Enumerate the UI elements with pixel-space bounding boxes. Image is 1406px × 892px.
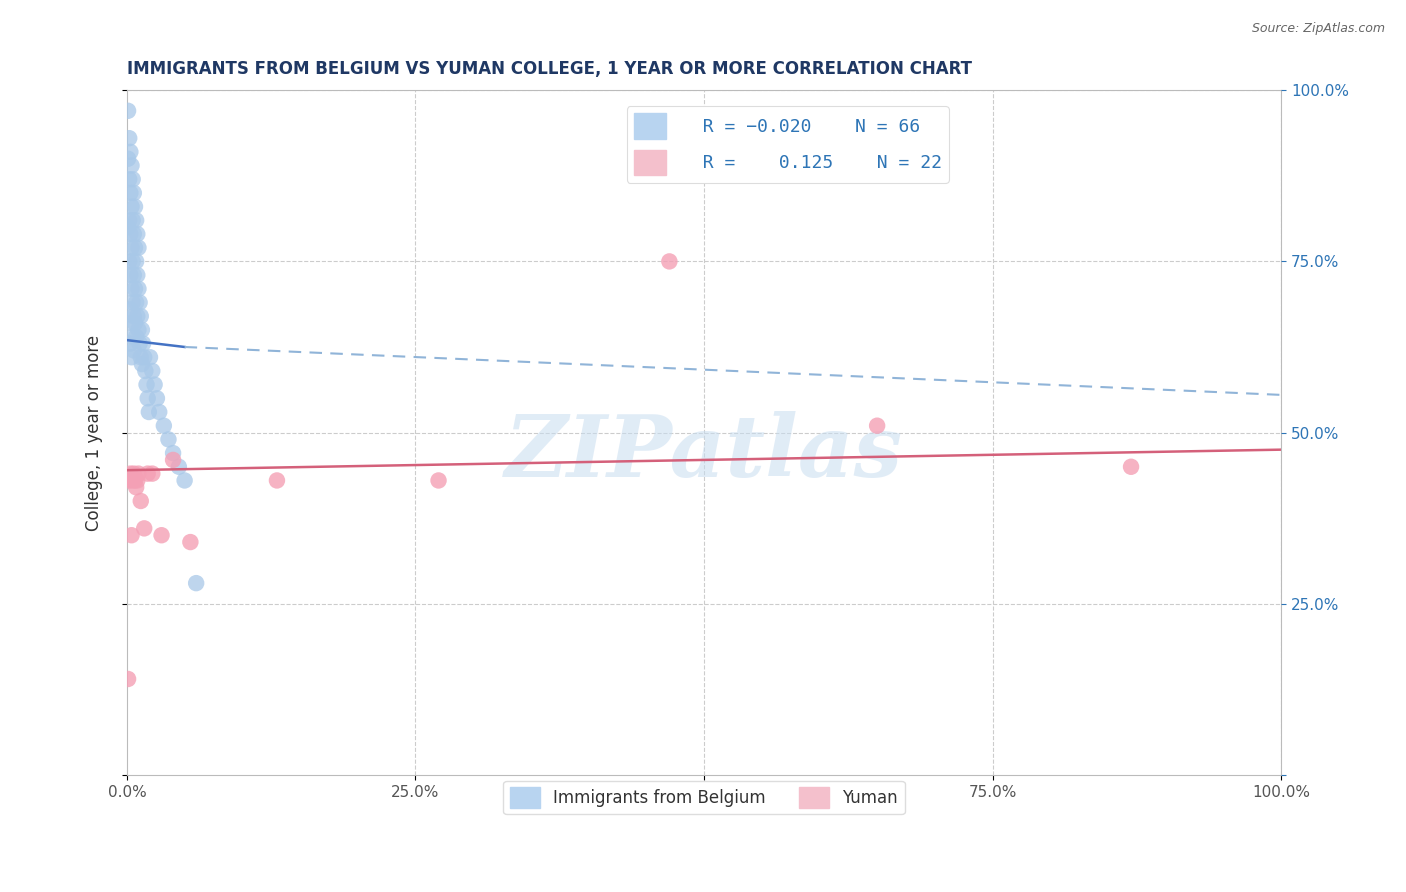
Point <box>134 521 156 535</box>
Point <box>128 336 150 351</box>
Point <box>132 336 155 351</box>
Point <box>122 343 145 358</box>
Point <box>125 295 148 310</box>
Point <box>127 268 149 282</box>
Point <box>124 241 146 255</box>
Point <box>127 467 149 481</box>
Point <box>125 480 148 494</box>
Point <box>121 282 143 296</box>
Point <box>127 323 149 337</box>
Point <box>153 418 176 433</box>
Point <box>121 241 143 255</box>
Point <box>135 377 157 392</box>
Point <box>129 309 152 323</box>
Point <box>127 227 149 241</box>
Point <box>141 364 163 378</box>
Point <box>122 268 145 282</box>
Point <box>122 227 145 241</box>
Point <box>120 145 142 159</box>
Point <box>120 336 142 351</box>
Text: IMMIGRANTS FROM BELGIUM VS YUMAN COLLEGE, 1 YEAR OR MORE CORRELATION CHART: IMMIGRANTS FROM BELGIUM VS YUMAN COLLEGE… <box>127 60 972 78</box>
Point <box>120 302 142 317</box>
Point <box>1119 459 1142 474</box>
Point <box>124 200 146 214</box>
Point <box>121 213 143 227</box>
Point <box>141 467 163 481</box>
Point <box>121 159 143 173</box>
Point <box>173 474 195 488</box>
Point <box>134 350 156 364</box>
Point <box>121 316 143 330</box>
Point <box>117 152 139 166</box>
Point <box>120 268 142 282</box>
Point <box>118 213 141 227</box>
Point <box>134 364 156 378</box>
Point <box>117 103 139 118</box>
Point <box>124 282 146 296</box>
Point <box>136 392 159 406</box>
Point <box>127 282 149 296</box>
Point <box>118 131 141 145</box>
Point <box>186 576 208 591</box>
Point <box>117 220 139 235</box>
Point <box>124 474 146 488</box>
Point <box>143 377 166 392</box>
Point <box>121 254 143 268</box>
Point <box>120 467 142 481</box>
Y-axis label: College, 1 year or more: College, 1 year or more <box>86 334 103 531</box>
Point <box>157 433 180 447</box>
Point <box>129 350 152 364</box>
Point <box>127 474 149 488</box>
Point <box>118 474 141 488</box>
Point <box>131 323 153 337</box>
Point <box>125 213 148 227</box>
Point <box>139 350 162 364</box>
Point <box>266 474 288 488</box>
Point <box>121 295 143 310</box>
Point <box>122 467 145 481</box>
Point <box>117 672 139 686</box>
Point <box>120 186 142 200</box>
Point <box>120 227 142 241</box>
Text: Source: ZipAtlas.com: Source: ZipAtlas.com <box>1251 22 1385 36</box>
Point <box>136 467 159 481</box>
Point <box>121 329 143 343</box>
Text: ZIPatlas: ZIPatlas <box>505 411 903 495</box>
Point <box>122 186 145 200</box>
Point <box>121 528 143 542</box>
Point <box>121 474 143 488</box>
Point <box>138 405 160 419</box>
Point <box>125 254 148 268</box>
Point <box>162 446 184 460</box>
Point <box>124 316 146 330</box>
Point <box>179 535 201 549</box>
Point <box>167 459 190 474</box>
Point <box>128 295 150 310</box>
Point <box>162 453 184 467</box>
Point <box>125 329 148 343</box>
Point <box>658 254 681 268</box>
Point <box>122 309 145 323</box>
Point <box>118 254 141 268</box>
Point <box>127 241 149 255</box>
Point <box>129 494 152 508</box>
Point <box>121 200 143 214</box>
Point <box>127 309 149 323</box>
Point <box>121 172 143 186</box>
Legend: Immigrants from Belgium, Yuman: Immigrants from Belgium, Yuman <box>503 780 905 814</box>
Point <box>121 350 143 364</box>
Point <box>118 172 141 186</box>
Point <box>148 405 170 419</box>
Point <box>866 418 889 433</box>
Point <box>150 528 173 542</box>
Point <box>427 474 450 488</box>
Point <box>146 392 169 406</box>
Point <box>131 357 153 371</box>
